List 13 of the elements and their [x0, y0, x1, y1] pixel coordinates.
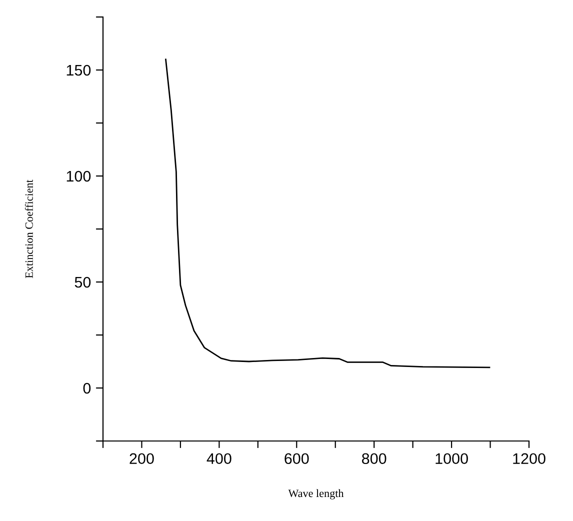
y-tick-label: 0 — [83, 382, 91, 394]
x-tick-label: 600 — [284, 453, 309, 464]
x-tick-label: 400 — [206, 453, 232, 464]
x-tick-label: 200 — [130, 453, 154, 464]
y-tick-label: 150 — [66, 64, 91, 76]
line-series — [165, 58, 490, 368]
x-tick-label: 1000 — [436, 453, 468, 464]
y-tick-label: 50 — [74, 276, 91, 288]
x-tick-label: 1200 — [513, 453, 546, 464]
y-tick-label: 100 — [66, 170, 91, 182]
y-axis-title: Extinction Coefficient — [24, 180, 33, 278]
x-axis-title: Wave length — [288, 489, 344, 500]
x-tick-label: 800 — [362, 453, 386, 464]
